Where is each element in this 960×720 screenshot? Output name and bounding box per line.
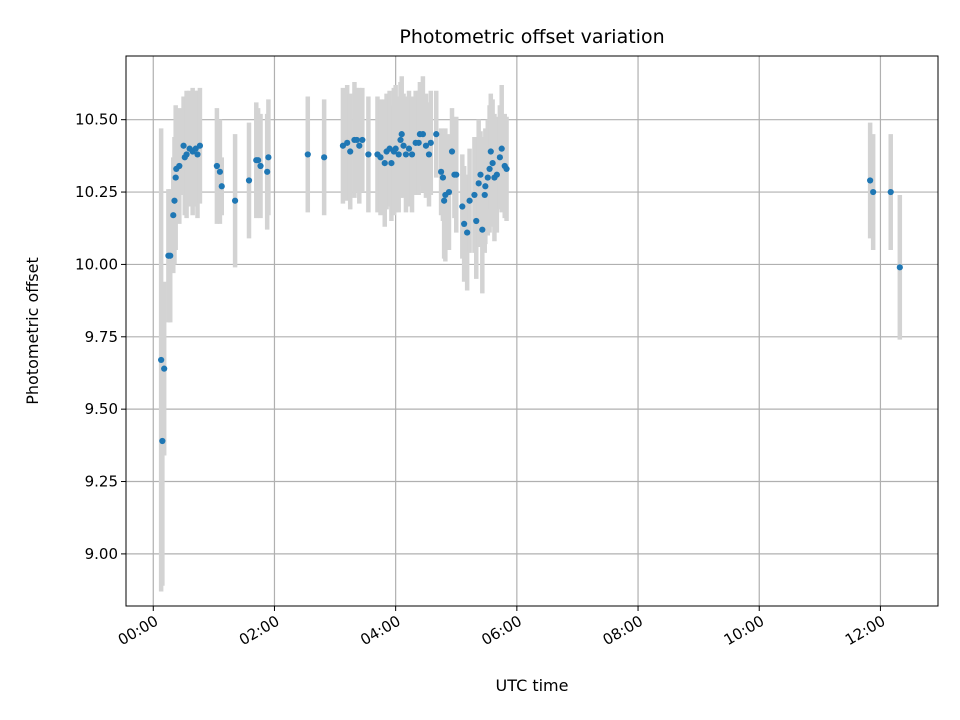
y-tick-label: 9.50 [85,400,118,418]
data-point [402,151,410,158]
data-point [196,142,204,149]
data-point [471,191,478,199]
data-point [257,162,264,170]
data-point [445,188,453,196]
y-tick-label: 9.00 [85,545,118,563]
data-point [353,136,360,144]
data-point [176,162,183,170]
data-point [183,151,190,158]
data-point [158,356,165,364]
x-tick-label: 08:00 [600,612,646,649]
data-point [425,151,433,158]
data-point [398,131,405,138]
data-point [356,142,363,149]
data-point [304,151,311,158]
data-point [405,145,413,152]
x-tick-label: 06:00 [478,612,524,649]
data-point [479,226,486,233]
data-points [158,131,903,445]
data-point [171,197,178,204]
data-point [194,151,201,158]
data-point [231,197,239,204]
data-point [466,197,473,204]
data-point [359,136,366,144]
data-point [473,217,480,225]
data-point [377,154,384,161]
data-point [498,145,505,152]
data-point [161,365,168,372]
data-point [264,168,271,175]
y-axis-ticks: 9.00 9.25 9.50 9.75 10.00 10.25 10.50 [75,111,126,563]
x-axis-ticks: 00:00 02:00 04:00 06:00 08:00 10:00 12:00 [115,606,888,649]
data-point [321,154,328,161]
data-point [484,174,491,181]
chart-title: Photometric offset variation [399,26,664,48]
data-point [400,142,407,149]
y-axis-label: Photometric offset [23,257,42,405]
data-point [159,437,166,445]
data-point [433,131,440,138]
data-point [459,203,466,210]
data-point [475,180,482,187]
data-point [493,171,500,178]
data-point [216,168,224,175]
data-point [344,139,351,146]
data-point [381,160,388,167]
data-point [870,188,877,196]
data-point [489,160,496,167]
data-point [172,174,179,181]
x-tick-label: 12:00 [842,612,888,649]
data-point [438,168,445,175]
data-point [439,174,447,181]
x-tick-label: 10:00 [721,612,767,649]
data-point [365,151,372,158]
data-point [388,160,395,167]
data-point [255,157,262,164]
data-point [482,183,489,190]
data-point [441,197,448,204]
data-point [896,264,903,271]
data-point [503,165,510,172]
data-point [419,131,427,138]
x-tick-label: 04:00 [357,612,403,649]
data-point [453,171,460,178]
plot-frame [125,55,939,607]
data-point [213,162,220,170]
data-point [180,142,187,149]
data-point [397,136,404,144]
data-point [347,148,354,155]
data-point [486,165,493,172]
y-tick-label: 10.00 [75,255,118,273]
data-point [887,188,894,196]
data-point [448,148,456,155]
x-axis-label: UTC time [496,676,569,695]
data-point [167,252,174,259]
data-point [245,177,253,184]
y-tick-label: 10.50 [75,111,118,129]
x-tick-label: 02:00 [236,612,282,649]
data-point [395,151,402,158]
data-point [265,154,272,161]
data-point [392,145,399,152]
data-point [170,212,177,219]
data-point [415,139,422,146]
y-tick-label: 10.25 [75,183,118,201]
data-point [461,220,468,227]
data-point [867,177,874,184]
data-point [408,151,416,158]
y-tick-label: 9.75 [85,328,118,346]
data-point [218,183,225,190]
data-point [427,139,434,146]
data-point [496,154,503,161]
data-point [477,171,484,178]
y-tick-label: 9.25 [85,473,118,491]
data-point [481,191,488,199]
x-tick-label: 00:00 [115,612,161,649]
data-point [464,229,471,236]
data-point [422,142,430,149]
data-point [487,148,494,155]
